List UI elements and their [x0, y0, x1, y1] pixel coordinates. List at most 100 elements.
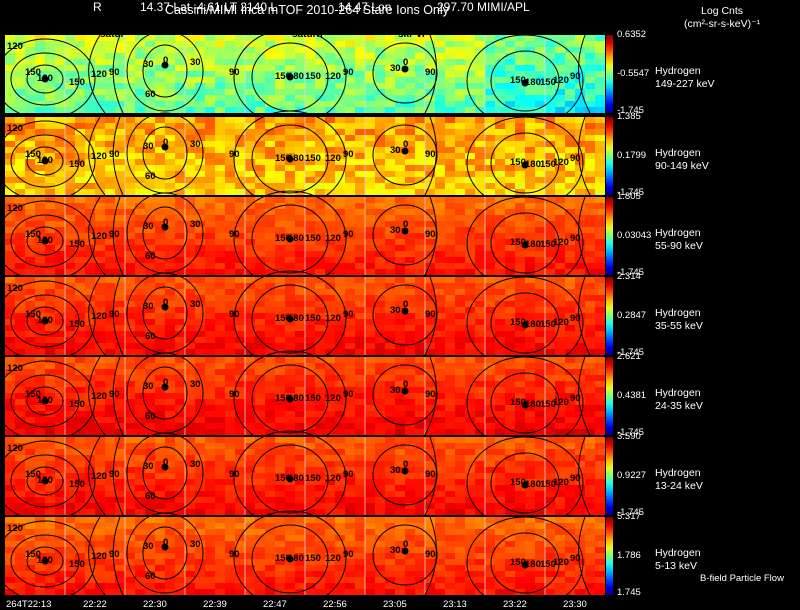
- contour-label: 180: [525, 399, 541, 410]
- energy-range-label: 149-227 keV: [655, 78, 715, 91]
- contour-label: 30: [390, 225, 401, 236]
- contour-label: 180: [288, 153, 304, 164]
- contour-label: 120: [325, 233, 341, 244]
- colorbar-6: [606, 517, 613, 595]
- x-tick-label: 264T22:13: [6, 599, 51, 610]
- x-tick-label: 23:05: [383, 599, 407, 610]
- contour-label: 120: [7, 363, 23, 374]
- contour-label: 120: [553, 477, 569, 488]
- contour-label: 30: [390, 145, 401, 156]
- contour-label: 120: [7, 443, 23, 454]
- contour-label: 150: [510, 477, 526, 488]
- contour-label: 150: [69, 159, 85, 170]
- colorbar-4: [606, 357, 613, 435]
- colorbar-3: [606, 277, 613, 355]
- footnote-bfield-flow: B-field Particle Flow: [700, 573, 784, 584]
- contour-label: 150: [305, 473, 321, 484]
- contour-label: 150: [510, 397, 526, 408]
- contour-label: 150: [305, 71, 321, 82]
- contour-label: 150: [69, 239, 85, 250]
- contour-label: 120: [91, 151, 107, 162]
- contour-label: 0: [403, 539, 408, 550]
- contour-label: 120: [7, 283, 23, 294]
- contour-label: 150: [305, 393, 321, 404]
- contour-label: 120: [91, 311, 107, 322]
- contour-label: 60: [145, 491, 156, 502]
- species-label: Hydrogen: [655, 65, 715, 78]
- contour-label: 150: [510, 237, 526, 248]
- contour-label: 30: [143, 381, 154, 392]
- contour-label: 120: [91, 69, 107, 80]
- energy-range-label: 5-13 keV: [655, 560, 701, 573]
- contour-label: 60: [145, 331, 156, 342]
- species-label: Hydrogen: [655, 307, 703, 320]
- contour-label: 90: [229, 149, 240, 160]
- contour-label: 0: [403, 459, 408, 470]
- colorbar-max-label: 5.317: [617, 511, 641, 522]
- contour-label: 180: [37, 235, 53, 246]
- contour-label: 90: [109, 469, 120, 480]
- contour-label: 120: [91, 231, 107, 242]
- x-tick-label: 22:47: [263, 599, 287, 610]
- contour-label: 60: [145, 171, 156, 182]
- overlay-label: saturn: [292, 29, 323, 40]
- colorbar-1: [606, 117, 613, 195]
- contour-label: 30: [390, 465, 401, 476]
- contour-label: 90: [109, 67, 120, 78]
- contour-label: 90: [229, 67, 240, 78]
- colorbar-mid-label: 0.4381: [617, 390, 646, 401]
- contour-label: 30: [390, 63, 401, 74]
- contour-label: 30: [390, 385, 401, 396]
- contour-label: 180: [37, 555, 53, 566]
- contour-label: 150: [510, 157, 526, 168]
- energy-range-label: 90-149 keV: [655, 160, 709, 173]
- contour-label: 120: [91, 391, 107, 402]
- colorbar-max-label: 2.314: [617, 271, 641, 282]
- contour-label: 30: [190, 299, 201, 310]
- contour-label: 180: [525, 559, 541, 570]
- contour-label: 0: [163, 297, 168, 308]
- contour-label: 120: [325, 71, 341, 82]
- species-label: Hydrogen: [655, 387, 703, 400]
- contour-label: 180: [288, 313, 304, 324]
- contour-label: 90: [109, 229, 120, 240]
- contour-label: 120: [553, 237, 569, 248]
- contour-label: 150: [69, 399, 85, 410]
- contour-label: 180: [288, 473, 304, 484]
- contour-label: 0: [163, 137, 168, 148]
- contour-label: 30: [143, 301, 154, 312]
- contour-label: 90: [229, 549, 240, 560]
- contour-label: 150: [305, 153, 321, 164]
- species-label: Hydrogen: [655, 547, 701, 560]
- contour-label: 180: [525, 239, 541, 250]
- contour-label: 90: [570, 71, 581, 82]
- contour-label: 90: [425, 309, 436, 320]
- contour-label: 120: [7, 41, 23, 52]
- contour-label: 180: [37, 315, 53, 326]
- contour-label: 90: [425, 67, 436, 78]
- contour-label: 90: [109, 149, 120, 160]
- colorbar-max-label: 2.621: [617, 351, 641, 362]
- contour-label: 120: [325, 393, 341, 404]
- contour-label: 120: [7, 523, 23, 534]
- contour-label: 150: [510, 557, 526, 568]
- contour-label: 90: [343, 229, 354, 240]
- contour-label: 180: [37, 475, 53, 486]
- energy-range-label: 24-35 keV: [655, 400, 703, 413]
- contour-label: 90: [570, 393, 581, 404]
- contour-label: 150: [305, 553, 321, 564]
- contour-label: 120: [553, 397, 569, 408]
- contour-label: 120: [553, 157, 569, 168]
- contour-label: 180: [37, 73, 53, 84]
- colorbar-mid-label: 0.1799: [617, 150, 646, 161]
- contour-label: 0: [163, 55, 168, 66]
